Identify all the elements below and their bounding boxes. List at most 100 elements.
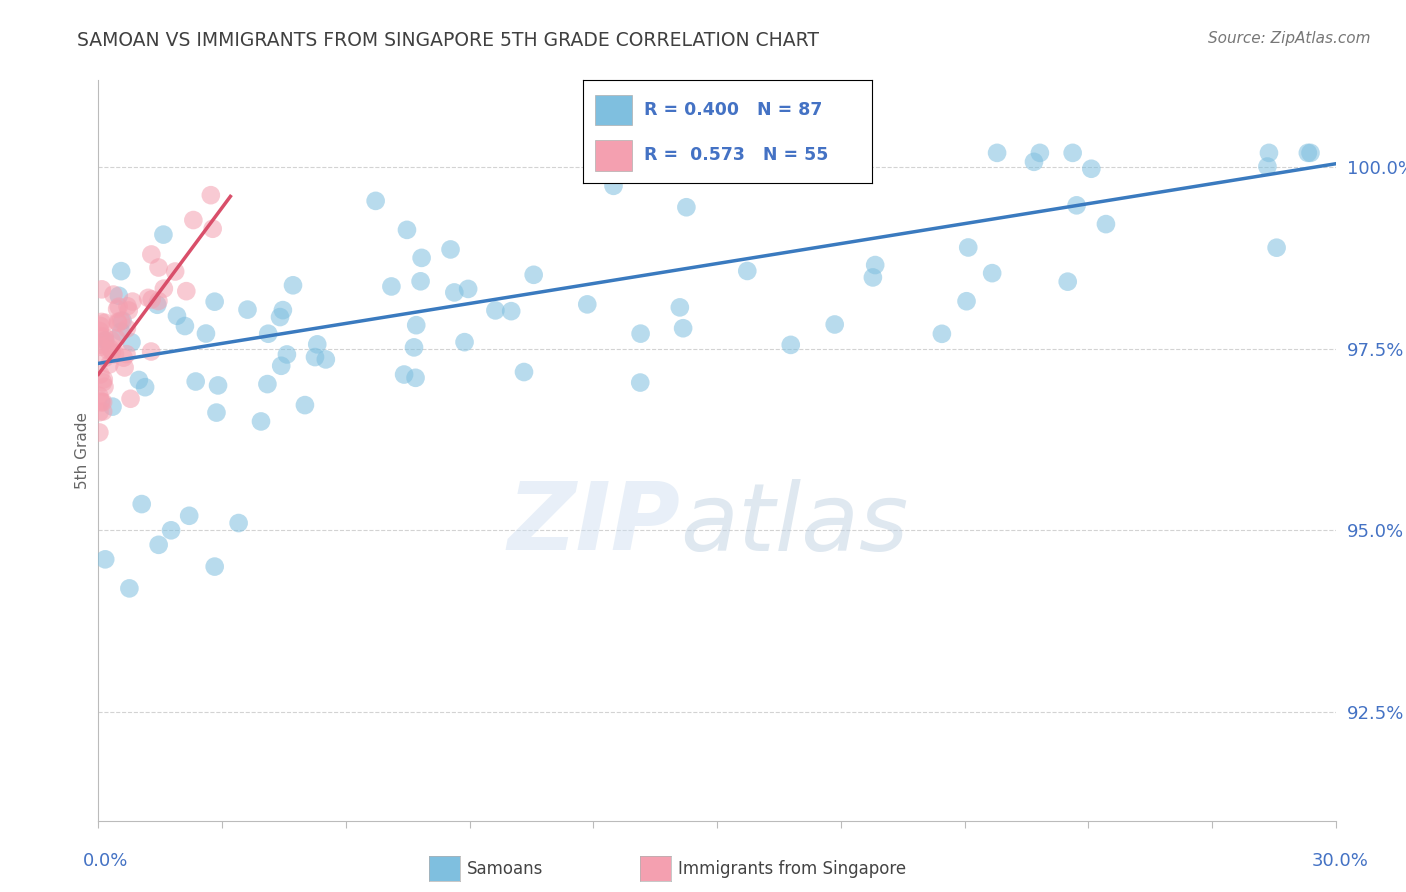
Point [93,372,115,386]
Point [100,342,122,356]
Point [281,278,304,293]
Point [779,338,801,352]
Point [1022,154,1045,169]
Point [160,524,183,538]
Point [107,315,129,329]
Text: atlas: atlas [681,479,908,570]
Text: Immigrants from Singapore: Immigrants from Singapore [678,860,905,878]
Point [90,395,112,409]
Point [89,337,111,351]
Point [148,538,170,552]
Point [118,582,141,596]
Point [90,318,112,333]
Point [523,268,546,282]
Point [630,326,652,341]
Point [101,400,124,414]
Point [806,145,828,160]
Point [405,318,427,333]
FancyBboxPatch shape [595,95,633,126]
Point [90,282,112,296]
Point [115,347,138,361]
Point [257,326,280,341]
Point [1056,275,1078,289]
Point [114,360,136,375]
Point [108,289,131,303]
Point [176,284,198,298]
Point [270,359,292,373]
Point [111,313,134,327]
Point [121,294,143,309]
Point [824,318,846,332]
Point [94,334,117,348]
Point [457,282,479,296]
Point [1258,145,1281,160]
Point [250,414,273,428]
Text: Samoans: Samoans [467,860,543,878]
Point [981,266,1004,280]
Point [121,335,143,350]
Point [484,303,506,318]
Point [115,321,138,335]
Point [91,404,114,418]
Point [89,425,111,440]
Point [152,227,174,242]
Point [146,298,169,312]
Point [672,321,695,335]
Point [405,371,427,385]
Point [931,326,953,341]
Point [98,358,121,372]
Point [675,200,697,214]
Point [576,297,599,311]
Point [131,497,153,511]
Point [94,316,117,330]
Point [204,559,226,574]
Point [194,326,217,341]
Point [103,287,125,301]
Point [207,378,229,392]
Point [91,395,114,409]
Point [200,188,222,202]
Point [957,240,980,254]
Point [117,299,139,313]
Point [1265,241,1288,255]
Point [315,352,337,367]
Point [89,389,111,403]
Point [1095,217,1118,231]
Point [105,301,128,316]
Point [411,251,433,265]
Point [94,334,117,348]
Text: 30.0%: 30.0% [1312,852,1368,870]
Point [105,331,128,345]
Point [118,303,141,318]
Point [1029,145,1052,160]
Point [104,347,127,361]
Point [236,302,259,317]
Point [439,243,461,257]
Point [136,291,159,305]
Point [93,330,115,344]
Point [110,314,132,328]
Point [134,380,156,394]
Point [862,270,884,285]
Point [501,304,523,318]
Point [93,380,115,394]
Point [166,309,188,323]
Point [89,368,111,382]
Point [204,294,226,309]
Point [205,406,228,420]
Point [141,247,163,261]
Point [201,221,224,235]
Point [307,337,329,351]
Point [91,376,114,390]
Point [183,213,205,227]
Point [513,365,536,379]
Point [1299,145,1322,160]
Point [107,300,129,314]
Point [1066,198,1088,212]
Point [276,347,298,361]
Point [453,335,475,350]
Point [1296,145,1319,160]
Point [101,344,124,359]
Y-axis label: 5th Grade: 5th Grade [75,412,90,489]
Point [148,260,170,275]
